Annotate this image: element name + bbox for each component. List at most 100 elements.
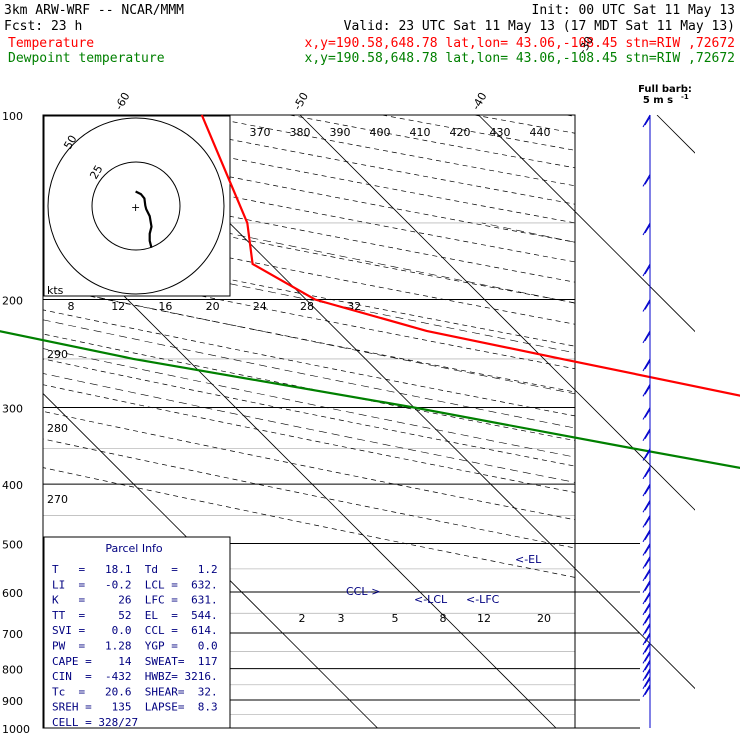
barb-note-exponent: -1 <box>681 93 689 101</box>
parcel-row: SVI = 0.0 CCL = 614. <box>52 624 218 637</box>
lcl-marker: <-LCL <box>414 593 448 606</box>
wind-barb-flag <box>644 265 651 275</box>
wind-barb-flag <box>644 615 651 624</box>
wind-barb-flag <box>644 409 651 418</box>
moist-adiabat <box>481 222 575 243</box>
wind-barb <box>642 448 651 461</box>
pressure-tick-label: 800 <box>2 664 23 677</box>
wind-barb <box>642 543 651 556</box>
forecast-hour: Fcst: 23 h <box>4 19 82 34</box>
mixing-ratio-label: 12 <box>477 612 491 625</box>
dry-adiabat <box>43 263 575 370</box>
hodo-scale-label: 28 <box>300 300 314 313</box>
wind-barb <box>642 428 651 442</box>
plot-frame <box>42 114 576 729</box>
kts-label: kts <box>47 284 64 297</box>
wind-barb-flag <box>644 224 651 234</box>
lfc-marker: <-LFC <box>466 593 500 606</box>
wind-barb-flag <box>644 570 651 580</box>
pressure-tick-label: 300 <box>2 402 23 415</box>
isotherm <box>478 115 695 333</box>
temperature-tick-label: -60 <box>112 90 132 112</box>
ring-label-50: 50 <box>61 133 79 152</box>
hodograph: +25 50 kts <box>43 115 231 297</box>
moist-adiabat <box>178 222 575 304</box>
dry-adiabat <box>659 115 740 728</box>
parcel-row: Tc = 20.6 SHEAR= 32. <box>52 685 218 698</box>
parcel-row: SREH = 135 LAPSE= 8.3 <box>52 701 218 714</box>
wind-barbs <box>642 114 651 728</box>
init-time: Init: 00 UTC Sat 11 May 13 <box>532 3 736 18</box>
wind-barb <box>642 668 651 681</box>
sounding-traces: <-EL <-LCL <-LFC CCL-> <box>0 114 740 606</box>
wind-barb <box>642 263 651 277</box>
wind-barb-flag <box>644 634 651 644</box>
wind-barb <box>642 358 651 372</box>
pressure-tick-label: 600 <box>2 587 23 600</box>
isotherm <box>43 392 378 728</box>
hodo-scale-label: 8 <box>68 300 75 313</box>
mixing-ratio-label: 2 <box>299 612 306 625</box>
parcel-info-box: Parcel Info T = 18.1 Td = 1.2 LI = -0.2 LC… <box>43 536 231 729</box>
moist-adiabat <box>43 348 575 458</box>
pressure-tick-label: 900 <box>2 695 23 708</box>
parcel-row: K = 26 LFC = 631. <box>52 594 218 607</box>
hodograph-ring-50 <box>47 117 225 295</box>
wind-barb-flag <box>644 450 651 459</box>
pressure-tick-label: 500 <box>2 538 23 551</box>
theta-label: 370 <box>250 126 271 139</box>
parcel-row: LI = -0.2 LCL = 632. <box>52 578 218 591</box>
pressure-tick-label: 100 <box>2 110 23 123</box>
hodograph-center: + <box>131 201 140 214</box>
wind-barb-flag <box>644 517 651 526</box>
wind-barb <box>642 529 651 543</box>
wind-barb-flag <box>644 678 651 688</box>
mixing-ratio-label: 20 <box>537 612 551 625</box>
wind-barb-flag <box>644 604 651 614</box>
wind-barb-flag <box>644 501 651 511</box>
parcel-row: TT = 52 EL = 544. <box>52 609 218 622</box>
temperature-tick-label: -50 <box>291 90 311 112</box>
wind-barb-flag <box>644 653 651 662</box>
wind-barb-flag <box>644 116 651 126</box>
wind-barb <box>642 651 651 664</box>
wind-barb <box>642 384 651 397</box>
theta-label: 400 <box>370 126 391 139</box>
parcel-row: T = 18.1 Td = 1.2 <box>52 563 218 576</box>
theta-label: 420 <box>450 126 471 139</box>
hodo-scale-label: 16 <box>158 300 172 313</box>
wind-barb-flag <box>644 176 651 185</box>
dry-adiabat <box>43 333 575 441</box>
parcel-box <box>43 536 231 729</box>
wind-barb-flag <box>644 386 651 395</box>
wind-barb-flag <box>644 531 651 541</box>
wind-barb <box>642 407 651 420</box>
hodograph-trace <box>135 190 153 249</box>
wind-barb <box>642 591 651 605</box>
dry-adiabat <box>43 286 575 393</box>
theta-label: 430 <box>490 126 511 139</box>
parcel-row: CELL = 328/27 <box>52 716 138 729</box>
dry-adiabat <box>474 115 575 134</box>
theta-label: 440 <box>530 126 551 139</box>
isotherm <box>656 115 695 154</box>
isotherm <box>299 115 695 511</box>
wind-barb <box>642 515 651 528</box>
parcel-row: CIN = -432 HWBZ= 3216. <box>52 670 218 683</box>
wind-barb <box>642 299 651 312</box>
wind-barb-flag <box>644 430 651 440</box>
wind-barb <box>642 568 651 582</box>
wind-barb <box>642 114 651 128</box>
wind-barb-flag <box>644 558 651 567</box>
wind-barb-flag <box>644 625 651 634</box>
temperature-location: x,y=190.58,648.78 lat,lon= 43.06,-108.45… <box>305 36 735 51</box>
mixing-ratio-label: 8 <box>440 612 447 625</box>
wind-barb-flag <box>644 670 651 679</box>
mixing-ratio-label: 5 <box>392 612 399 625</box>
wind-barb <box>642 659 651 673</box>
model-title: 3km ARW-WRF -- NCAR/MMM <box>4 3 184 18</box>
wind-barb-flag <box>644 301 651 310</box>
wind-barb-flag <box>644 332 651 342</box>
wind-barb-flag <box>644 593 651 603</box>
